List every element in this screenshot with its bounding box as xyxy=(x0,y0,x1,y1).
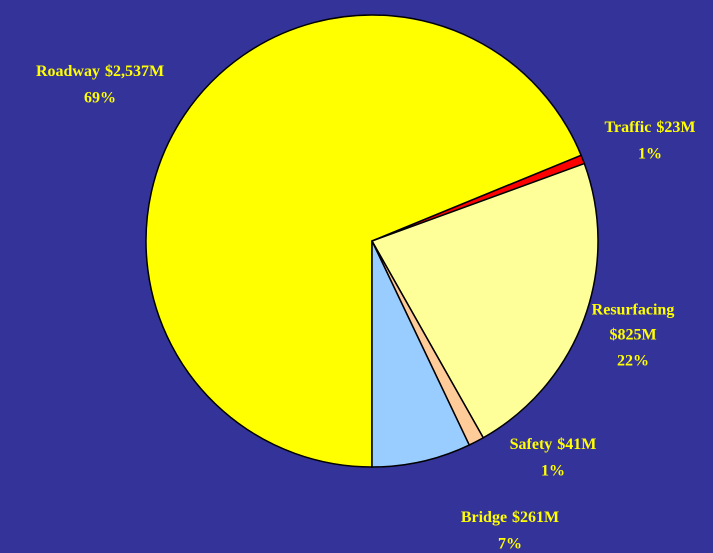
value-label: $261M xyxy=(512,509,559,526)
percent-label: 1% xyxy=(638,146,662,163)
category-label: Bridge xyxy=(461,509,507,526)
category-value-label: Traffic $23M xyxy=(605,119,696,136)
slice-label: Resurfacing $825M 22% xyxy=(592,302,675,370)
percent-label: 69% xyxy=(84,90,116,107)
pie-slice xyxy=(371,240,471,468)
percent-label: 1% xyxy=(541,463,565,480)
slice-label: Roadway $2,537M 69% xyxy=(36,63,164,107)
slice-label: Safety $41M 1% xyxy=(510,436,597,480)
percent-label: 22% xyxy=(617,353,649,370)
category-label: Traffic xyxy=(605,119,652,136)
category-value-label: Roadway $2,537M xyxy=(36,63,164,80)
category-value-label: Safety $41M xyxy=(510,436,597,453)
value-label: $41M xyxy=(557,436,596,453)
slice-label: Traffic $23M 1% xyxy=(605,119,696,163)
category-label: Roadway xyxy=(36,63,100,80)
slice-label: Bridge $261M 7% xyxy=(461,509,559,553)
category-value-label: Bridge $261M xyxy=(461,509,559,526)
category-label: Resurfacing xyxy=(592,302,675,319)
pie-slice xyxy=(370,162,599,439)
value-label: $2,537M xyxy=(105,63,164,80)
percent-label: 7% xyxy=(498,536,522,553)
value-label: $825M xyxy=(609,327,656,344)
value-label: $23M xyxy=(656,119,695,136)
category-label: Safety xyxy=(510,436,553,453)
pie-slice xyxy=(145,14,583,468)
